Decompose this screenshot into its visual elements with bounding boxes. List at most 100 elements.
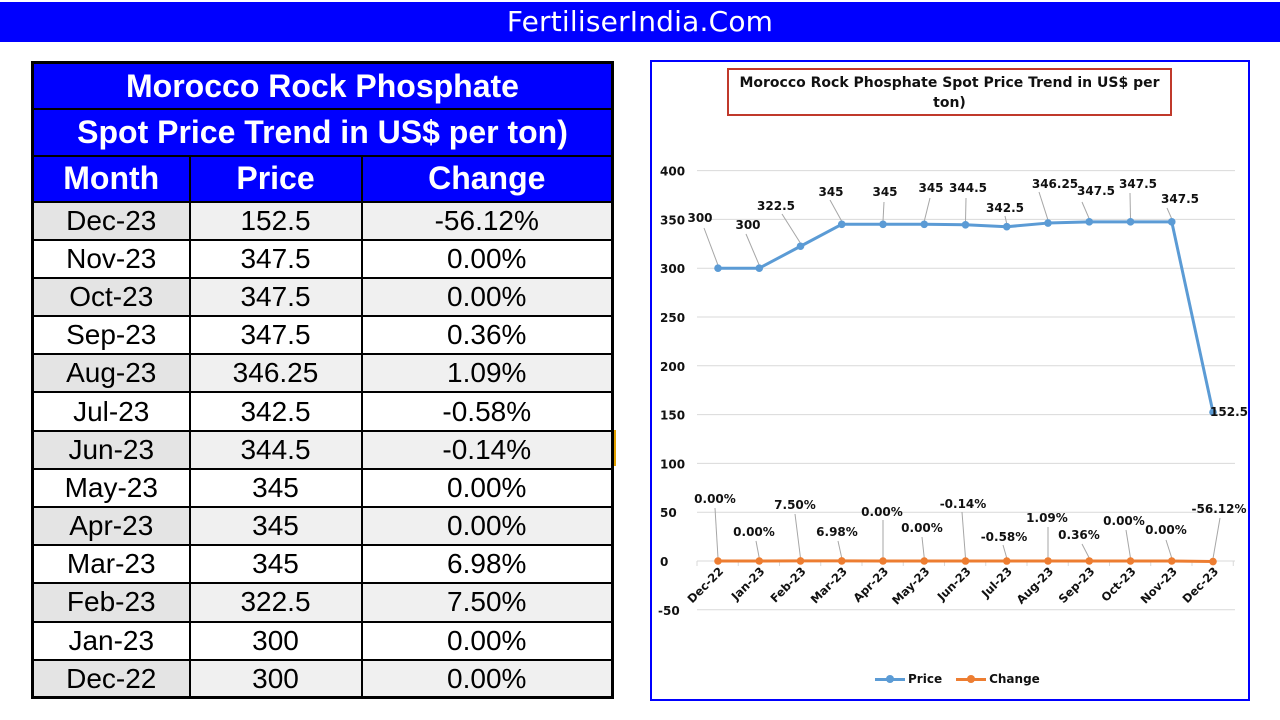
change-cell: 0.00% — [360, 658, 614, 699]
price-data-label: 300 — [735, 218, 760, 232]
change-series-marker — [1167, 557, 1176, 565]
change-cell: 7.50% — [360, 582, 614, 623]
price-data-label: 347.5 — [1161, 192, 1199, 206]
change-series-marker — [755, 557, 764, 565]
month-cell: May-23 — [31, 467, 191, 509]
price-cell: 347.5 — [188, 315, 363, 356]
change-cell: -0.14% — [360, 429, 614, 470]
month-cell: Dec-23 — [31, 200, 191, 241]
y-tick-label: 50 — [660, 506, 677, 520]
change-data-label: 0.00% — [861, 505, 903, 519]
x-tick-label: Mar-23 — [808, 564, 850, 606]
price-series-marker — [1209, 408, 1217, 416]
chart-container — [650, 60, 1250, 701]
change-series-marker — [796, 557, 805, 565]
legend-label-price: Price — [908, 672, 943, 686]
price-data-label: 345 — [872, 185, 897, 199]
price-table: Morocco Rock Phosphate Spot Price Trend … — [31, 61, 614, 700]
price-series-marker — [1085, 218, 1094, 226]
change-cell: 6.98% — [360, 544, 614, 585]
data-label-leader — [714, 507, 719, 559]
column-header-change: Change — [360, 154, 614, 203]
change-data-label: 0.36% — [1058, 528, 1100, 542]
price-series-swatch-icon — [875, 674, 905, 684]
month-cell: Jun-23 — [31, 429, 191, 470]
change-data-label: -0.14% — [940, 497, 987, 511]
price-series-marker — [1126, 218, 1135, 226]
table-row: Dec-22 300 0.00% — [31, 658, 614, 699]
price-data-label: 152.5 — [1210, 405, 1248, 419]
data-label-leader — [1125, 529, 1131, 559]
price-series-marker — [1044, 219, 1052, 227]
y-tick-label: 300 — [660, 262, 685, 276]
x-tick-label: Jan-23 — [728, 564, 768, 604]
price-series-marker — [755, 264, 764, 273]
change-series-marker — [837, 557, 846, 565]
change-data-label: 0.00% — [1145, 523, 1187, 537]
price-data-label: 346.25 — [1032, 177, 1078, 191]
price-series-marker — [879, 220, 887, 229]
price-series-marker — [837, 220, 846, 229]
price-cell: 347.5 — [188, 238, 363, 279]
price-data-label: 322.5 — [757, 199, 795, 213]
price-data-label: 300 — [687, 211, 712, 225]
y-tick-label: 250 — [660, 311, 685, 325]
data-label-leader — [829, 199, 843, 222]
legend-item-price: Price — [875, 672, 942, 686]
data-label-leader — [1212, 517, 1221, 559]
change-data-label: -56.12% — [1192, 502, 1247, 516]
change-data-label: 0.00% — [694, 492, 736, 506]
chart-title: Morocco Rock Phosphate Spot Price Trend … — [727, 68, 1172, 116]
change-cell: 0.36% — [360, 315, 614, 356]
y-tick-label: 400 — [660, 165, 685, 179]
price-series-marker — [1002, 222, 1011, 231]
data-label-leader — [1002, 544, 1008, 559]
price-data-label: 342.5 — [986, 201, 1024, 215]
x-tick-label: Aug-23 — [1014, 564, 1057, 607]
data-label-leader — [1081, 543, 1090, 559]
change-series-marker — [920, 557, 929, 565]
data-label-leader — [1038, 191, 1049, 221]
data-label-leader — [961, 511, 966, 559]
data-label-leader — [923, 197, 931, 222]
legend-item-change: Change — [956, 672, 1040, 686]
price-series-marker — [796, 242, 805, 251]
change-series-marker — [1085, 557, 1094, 565]
price-series-marker — [714, 264, 722, 273]
table-row: Sep-23 347.5 0.36% — [31, 315, 614, 356]
change-cell: -56.12% — [360, 200, 614, 241]
x-tick-label: Dec-22 — [684, 564, 726, 606]
change-series-marker — [961, 557, 970, 565]
table-row: Jan-23 300 0.00% — [31, 620, 614, 661]
change-cell: 0.00% — [360, 238, 614, 279]
month-cell: Nov-23 — [31, 238, 191, 279]
change-cell: 0.00% — [360, 276, 614, 318]
data-label-leader — [921, 536, 925, 559]
price-cell: 347.5 — [188, 276, 363, 318]
table-title-line1: Morocco Rock Phosphate — [31, 61, 614, 110]
change-series-marker — [879, 557, 887, 565]
change-series-marker — [1126, 557, 1135, 565]
change-cell: 1.09% — [360, 353, 614, 394]
table-row: Apr-23 345 0.00% — [31, 505, 614, 547]
data-label-leader — [794, 513, 801, 558]
change-data-label: 1.09% — [1026, 511, 1068, 525]
data-label-leader — [882, 201, 885, 222]
x-tick-label: Sep-23 — [1056, 564, 1098, 606]
x-tick-label: Jul-23 — [978, 564, 1015, 601]
month-cell: Mar-23 — [31, 544, 191, 585]
cell-edge-mark — [614, 430, 616, 466]
change-cell: 0.00% — [360, 620, 614, 661]
data-label-leader — [1004, 215, 1008, 224]
change-series-swatch-icon — [956, 674, 987, 684]
x-tick-label: Nov-23 — [1138, 564, 1180, 606]
y-tick-label: 350 — [660, 213, 685, 227]
table-row: Jun-23 344.5 -0.14% — [31, 429, 614, 470]
price-cell: 342.5 — [188, 391, 363, 432]
table-row: Mar-23 345 6.98% — [31, 544, 614, 585]
table-row: Nov-23 347.5 0.00% — [31, 238, 614, 279]
chart-legend: Price Change — [875, 672, 1040, 686]
change-data-label: 0.00% — [901, 521, 943, 535]
month-cell: Feb-23 — [31, 582, 191, 623]
